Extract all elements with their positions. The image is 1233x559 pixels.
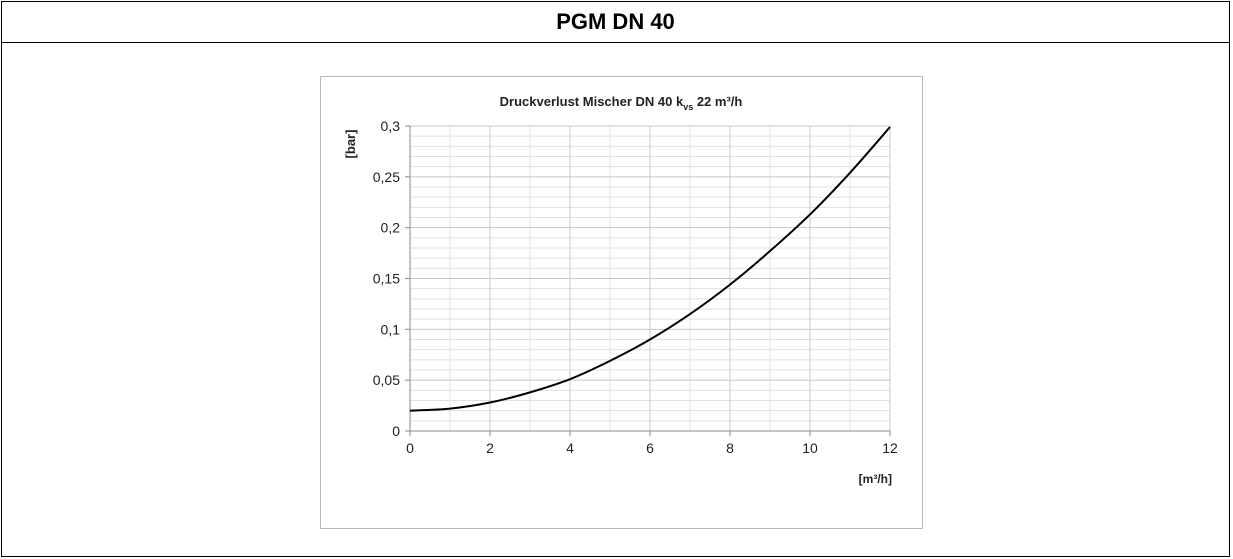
x-axis-label: [m³/h] xyxy=(859,472,892,486)
header-bar: PGM DN 40 xyxy=(2,2,1229,43)
grid-major-lines xyxy=(409,125,891,432)
y-axis-label: [bar] xyxy=(343,130,358,159)
y-tick-label: 0,1 xyxy=(381,321,401,337)
chart-container: 0 2 4 6 8 10 12 0 0,05 0,1 0,15 0,2 0,25 0,3 Druckve… xyxy=(320,76,923,529)
y-tick-label: 0,2 xyxy=(381,220,401,236)
x-tick-label: 0 xyxy=(406,440,414,456)
x-tick-label: 8 xyxy=(726,440,734,456)
x-tick-label: 10 xyxy=(802,440,818,456)
series-line xyxy=(409,126,891,412)
x-tick-label: 6 xyxy=(646,440,654,456)
pressure-loss-chart: 0 2 4 6 8 10 12 0 0,05 0,1 0,15 0,2 0,25 0,3 Druckve… xyxy=(343,94,898,486)
x-tick-label: 2 xyxy=(486,440,494,456)
y-tick-label: 0,25 xyxy=(373,169,400,185)
chart-title-subscript: vs xyxy=(683,102,693,112)
x-tick-label: 4 xyxy=(566,440,574,456)
chart-title-main: Druckverlust Mischer DN 40 k xyxy=(500,94,684,109)
y-tick-labels: 0 0,05 0,1 0,15 0,2 0,25 0,3 xyxy=(373,118,400,439)
y-tick-label: 0,05 xyxy=(373,372,400,388)
y-tick-label: 0,15 xyxy=(373,271,400,287)
x-tick-label: 12 xyxy=(882,440,898,456)
axes xyxy=(405,125,891,436)
page-title: PGM DN 40 xyxy=(556,9,675,34)
y-tick-label: 0,3 xyxy=(381,118,401,134)
y-tick-label: 0 xyxy=(392,423,400,439)
chart-title-tail: 22 m³/h xyxy=(693,94,742,109)
chart-title: Druckverlust Mischer DN 40 kvs 22 m³/h xyxy=(500,94,743,112)
x-tick-labels: 0 2 4 6 8 10 12 xyxy=(406,440,898,456)
